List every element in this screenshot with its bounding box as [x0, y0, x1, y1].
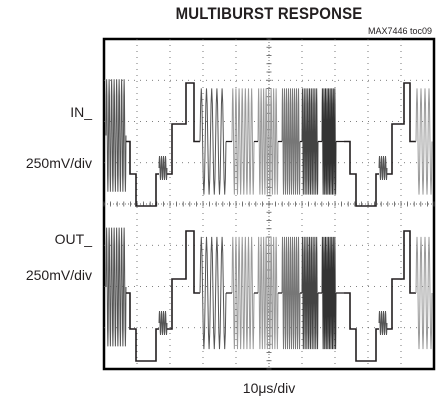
chart-title: MULTIBURST RESPONSE: [175, 4, 363, 23]
frequency-burst: [415, 236, 433, 350]
reference-step: [387, 82, 416, 175]
x-axis-label: 10μs/div: [104, 380, 434, 396]
part-code: MAX7446 toc09: [367, 26, 432, 36]
frequency-burst: [231, 88, 255, 195]
reference-step: [387, 230, 416, 330]
frequency-burst: [199, 236, 227, 350]
channel-2-scale: 250mV/div: [25, 267, 92, 283]
sync-pulse: [126, 140, 159, 207]
channel-1-name: IN_: [70, 104, 92, 120]
x-axis-value: 10: [242, 380, 259, 396]
sync-pulse: [344, 140, 379, 207]
frequency-burst: [281, 236, 301, 350]
frequency-burst: [321, 88, 337, 195]
sync-pulse: [344, 292, 379, 362]
frequency-burst: [321, 236, 337, 350]
reference-step: [167, 230, 200, 330]
x-axis-unit: μs/div: [258, 380, 296, 396]
frequency-burst: [257, 236, 279, 350]
frequency-burst: [257, 88, 279, 195]
frequency-burst: [281, 88, 301, 195]
channel-1-scale: 250mV/div: [25, 155, 92, 171]
frequency-burst: [199, 88, 227, 195]
frequency-burst: [158, 155, 168, 181]
frequency-burst: [378, 310, 388, 336]
channel-2-name: OUT_: [54, 231, 92, 247]
frequency-burst: [415, 88, 433, 195]
frequency-burst: [105, 227, 127, 347]
frequency-burst: [301, 236, 319, 350]
frequency-burst: [231, 236, 255, 350]
frequency-burst: [105, 79, 127, 192]
frequency-burst: [301, 88, 319, 195]
sync-pulse: [126, 292, 159, 362]
frequency-burst: [158, 310, 168, 336]
reference-step: [167, 82, 200, 175]
frequency-burst: [378, 155, 388, 181]
